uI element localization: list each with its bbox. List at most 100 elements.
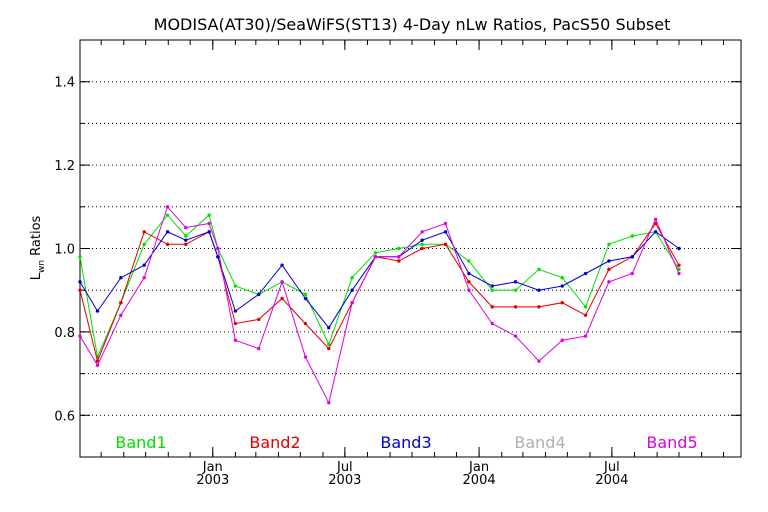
x-tick-label-month: Jan: [468, 460, 489, 475]
y-tick-label: 1.4: [54, 76, 75, 91]
data-point-band2: [583, 313, 588, 317]
y-axis-label-main: L: [29, 272, 44, 280]
legend-label-band1: Band1: [115, 433, 166, 452]
data-point-band5: [257, 346, 261, 351]
data-point-band5: [207, 221, 211, 226]
data-point-band1: [303, 292, 308, 297]
data-point-band2: [397, 259, 401, 263]
y-axis-label-sub: wn: [37, 260, 47, 273]
data-point-band2: [560, 301, 564, 305]
series-line-band1: [79, 214, 680, 359]
data-point-band1: [327, 342, 331, 347]
data-point-band3: [350, 288, 354, 292]
data-point-band2: [184, 242, 188, 247]
data-point-band3: [677, 246, 681, 251]
data-point-band3: [513, 280, 518, 284]
data-point-band5: [607, 280, 611, 284]
data-point-band2: [119, 301, 123, 305]
data-point-band3: [443, 230, 448, 234]
data-point-band2: [443, 242, 448, 247]
y-tick-label: 1.2: [54, 159, 75, 174]
data-point-band5: [653, 217, 658, 222]
y-tick-label: 0.6: [54, 409, 75, 424]
data-point-band2: [257, 317, 261, 322]
data-point-band2: [95, 359, 100, 363]
data-point-band5: [184, 225, 188, 230]
data-point-band1: [78, 255, 82, 259]
data-point-band3: [119, 275, 123, 280]
data-point-band5: [373, 255, 378, 259]
data-point-band5: [216, 246, 220, 251]
data-point-band1: [233, 284, 238, 288]
data-point-band5: [630, 271, 634, 276]
data-point-band5: [490, 321, 494, 326]
data-point-band1: [537, 267, 541, 272]
data-point-band1: [350, 275, 354, 280]
y-tick-label: 0.8: [54, 326, 75, 341]
data-point-band3: [583, 271, 588, 276]
data-point-band3: [207, 230, 211, 234]
data-point-band1: [184, 234, 188, 238]
x-tick-label-month: Jul: [603, 460, 620, 475]
data-point-band1: [583, 305, 588, 309]
data-point-band2: [233, 321, 238, 326]
data-point-band5: [513, 334, 518, 338]
data-point-band2: [677, 263, 681, 267]
data-point-band5: [350, 301, 354, 305]
data-point-band3: [327, 326, 331, 330]
series-line-band2: [79, 222, 680, 363]
data-point-band1: [607, 242, 611, 247]
data-point-band5: [443, 221, 448, 226]
data-point-band3: [420, 238, 424, 242]
chart-title: MODISA(AT30)/SeaWiFS(ST13) 4-Day nLw Rat…: [154, 15, 671, 34]
data-point-band2: [165, 242, 170, 247]
data-point-band5: [537, 359, 541, 363]
data-point-band3: [184, 238, 188, 242]
x-tick-label-month: Jul: [336, 460, 353, 475]
data-point-band3: [653, 230, 658, 234]
data-point-band2: [280, 296, 284, 301]
data-point-band3: [607, 259, 611, 263]
data-point-band5: [677, 271, 681, 276]
data-point-band1: [490, 288, 494, 292]
data-point-band3: [303, 296, 308, 301]
series-line-band3: [79, 231, 680, 329]
data-point-band3: [630, 255, 634, 259]
x-tick-label-year: 2004: [595, 473, 628, 488]
data-point-band5: [78, 334, 82, 338]
data-point-band3: [95, 309, 100, 313]
data-point-band3: [142, 263, 146, 267]
data-point-band2: [327, 346, 331, 351]
data-point-band3: [78, 280, 82, 284]
data-point-band3: [537, 288, 541, 292]
data-point-band2: [653, 221, 658, 226]
data-point-band2: [78, 288, 82, 292]
data-point-band2: [142, 230, 146, 234]
data-point-band5: [420, 230, 424, 234]
axes: 0.60.81.01.21.4Jan2003Jul2003Jan2004Jul2…: [54, 40, 741, 488]
data-point-band5: [95, 363, 100, 367]
data-point-band1: [560, 275, 564, 280]
data-point-band1: [207, 213, 211, 217]
data-point-band3: [560, 284, 564, 288]
legend-label-band3: Band3: [380, 433, 431, 452]
legend-label-band5: Band5: [646, 433, 697, 452]
data-point-band2: [513, 305, 518, 309]
data-point-band2: [303, 321, 308, 326]
data-point-band5: [560, 338, 564, 342]
series-line-band5: [79, 205, 680, 405]
data-point-band2: [420, 246, 424, 251]
data-point-band5: [303, 355, 308, 359]
data-point-band1: [630, 234, 634, 238]
legend-label-band2: Band2: [249, 433, 300, 452]
data-point-band1: [420, 242, 424, 247]
y-axis-label-rest: Ratios: [29, 215, 44, 260]
data-point-band1: [677, 267, 681, 272]
data-point-band5: [233, 338, 238, 342]
data-point-band5: [280, 280, 284, 284]
data-point-band2: [537, 305, 541, 309]
data-point-band3: [233, 309, 238, 313]
x-tick-label-year: 2003: [196, 473, 229, 488]
data-point-band3: [216, 255, 220, 259]
